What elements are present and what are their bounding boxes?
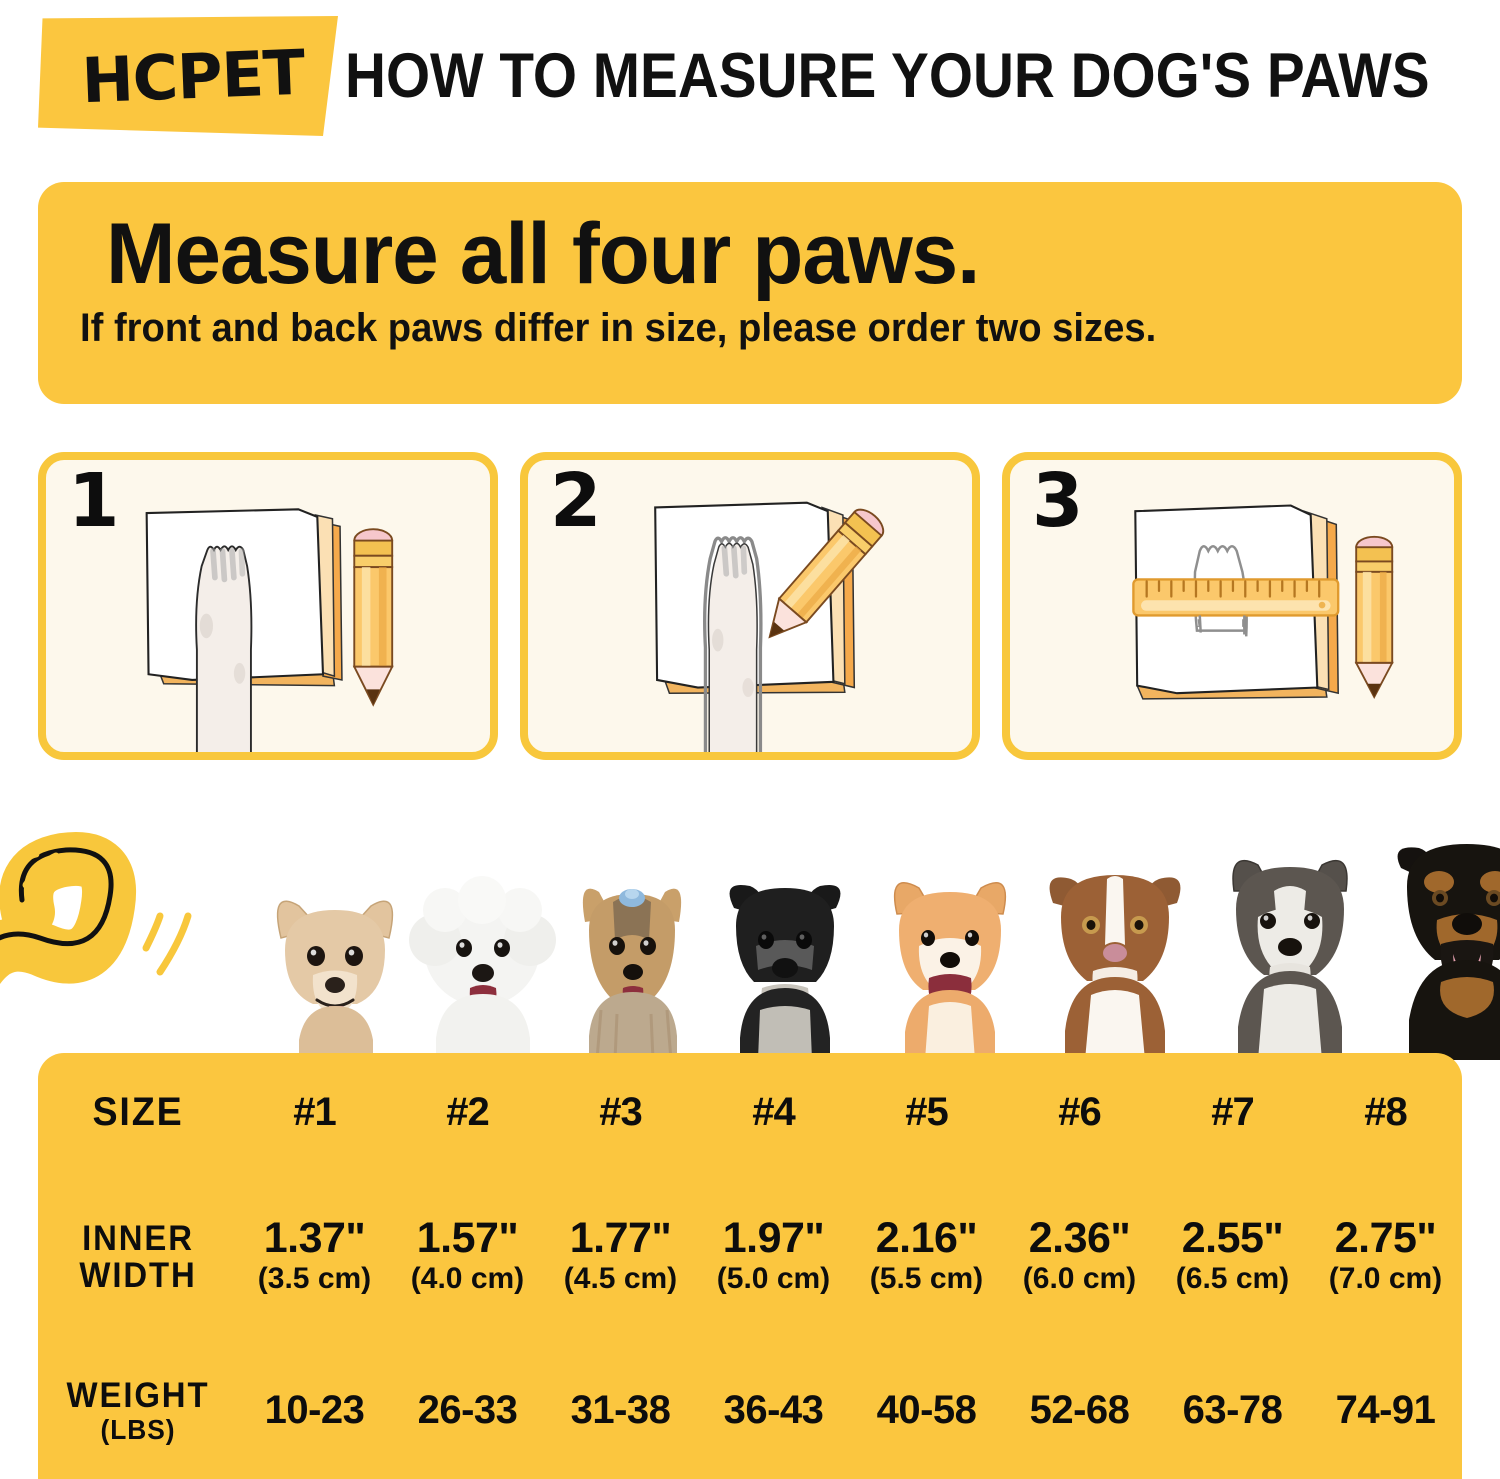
page-header: HCPET HOW TO MEASURE YOUR DOG'S PAWS [0,0,1500,150]
banner-headline: Measure all four paws. [106,206,980,302]
inner-width-cm-5: (5.5 cm) [869,1262,984,1296]
dog-australian-shepherd [1049,875,1181,1060]
row-label-weight-line1: WEIGHT [66,1376,210,1416]
size-header-4: #4 [752,1090,796,1135]
weight-cell-3: 31-38 [570,1388,671,1433]
inner-width-in-6: 2.36" [1028,1214,1131,1263]
inner-width-in-3: 1.77" [569,1214,672,1263]
inner-width-in-2: 1.57" [416,1214,519,1263]
inner-width-cm-7: (6.5 cm) [1175,1262,1290,1296]
dog-photo-row [255,800,1500,1060]
inner-width-cell-3: 1.77" (4.5 cm) [544,1172,697,1342]
table-row-inner-width: INNER WIDTH 1.37" (3.5 cm) 1.57" (4.0 cm… [38,1172,1462,1342]
step-3-illustration [1132,504,1394,700]
inner-width-cm-3: (4.5 cm) [563,1262,678,1296]
weight-cell-5: 40-58 [876,1388,977,1433]
size-header-8: #8 [1364,1090,1408,1135]
size-chart-table: SIZE #1 #2 #3 #4 #5 #6 #7 #8 INNER WIDTH… [38,1053,1462,1479]
size-header-7: #7 [1211,1090,1255,1135]
row-label-inner-width-line1: INNER [82,1219,194,1259]
dog-rottweiler [1397,844,1500,1060]
inner-width-cm-6: (6.0 cm) [1022,1262,1137,1296]
inner-width-cell-1: 1.37" (3.5 cm) [238,1172,391,1342]
weight-cell-7: 63-78 [1182,1388,1283,1433]
row-label-weight: WEIGHT (LBS) [44,1343,232,1479]
inner-width-in-7: 2.55" [1181,1214,1284,1263]
size-header-3: #3 [599,1090,643,1135]
step-card-2: 2 [520,452,980,760]
inner-width-cell-2: 1.57" (4.0 cm) [391,1172,544,1342]
inner-width-cm-4: (5.0 cm) [716,1262,831,1296]
dog-breeds-band [0,800,1500,1060]
inner-width-cm-1: (3.5 cm) [257,1262,372,1296]
size-header-5: #5 [905,1090,949,1135]
inner-width-cell-4: 1.97" (5.0 cm) [697,1172,850,1342]
wagging-tail-icon [0,832,192,985]
step-number-1: 1 [68,458,120,544]
weight-cell-1: 10-23 [264,1388,365,1433]
size-chart-panel: SIZE #1 #2 #3 #4 #5 #6 #7 #8 INNER WIDTH… [38,1053,1462,1479]
dog-yorkshire-terrier [582,888,682,1060]
weight-cell-6: 52-68 [1029,1388,1130,1433]
size-header-2: #2 [446,1090,490,1135]
inner-width-cm-8: (7.0 cm) [1328,1262,1443,1296]
brand-logo-badge [38,16,338,136]
step-card-3: 3 [1002,452,1462,760]
step-1-illustration [145,508,394,752]
dog-bichon-frise [409,876,556,1060]
weight-cell-2: 26-33 [417,1388,518,1433]
page-title: HOW TO MEASURE YOUR DOG'S PAWS [345,40,1430,111]
instruction-banner: Measure all four paws. If front and back… [38,182,1462,404]
row-label-weight-line2: (LBS) [100,1413,176,1445]
table-row-weight: WEIGHT (LBS) 10-23 26-33 31-38 36-43 40-… [38,1343,1462,1479]
inner-width-cell-7: 2.55" (6.5 cm) [1156,1172,1309,1342]
step-number-2: 2 [550,458,602,544]
size-header-1: #1 [293,1090,337,1135]
inner-width-in-5: 2.16" [875,1214,978,1263]
banner-subtext: If front and back paws differ in size, p… [80,306,1157,351]
inner-width-cell-8: 2.75" (7.0 cm) [1309,1172,1462,1342]
inner-width-cell-5: 2.16" (5.5 cm) [850,1172,1003,1342]
step-card-1: 1 [38,452,498,760]
row-label-inner-width-line2: WIDTH [79,1256,197,1296]
inner-width-cm-2: (4.0 cm) [410,1262,525,1296]
row-label-inner-width: INNER WIDTH [44,1172,232,1342]
row-label-size: SIZE [92,1090,184,1135]
size-header-6: #6 [1058,1090,1102,1135]
weight-cell-8: 74-91 [1335,1388,1436,1433]
dog-shiba-inu [893,882,1007,1060]
inner-width-cell-6: 2.36" (6.0 cm) [1003,1172,1156,1342]
dog-schnauzer [729,884,841,1060]
dog-alaskan-malamute [1232,859,1348,1060]
weight-cell-4: 36-43 [723,1388,824,1433]
step-2-illustration [654,501,885,752]
step-number-3: 3 [1032,458,1084,544]
inner-width-in-8: 2.75" [1334,1214,1437,1263]
table-row-size: SIZE #1 #2 #3 #4 #5 #6 #7 #8 [38,1053,1462,1172]
brand-logo-text: HCPET [80,35,306,117]
inner-width-in-4: 1.97" [722,1214,825,1263]
steps-section: 1 [38,452,1462,760]
inner-width-in-1: 1.37" [263,1214,366,1263]
dog-chihuahua [276,900,394,1060]
